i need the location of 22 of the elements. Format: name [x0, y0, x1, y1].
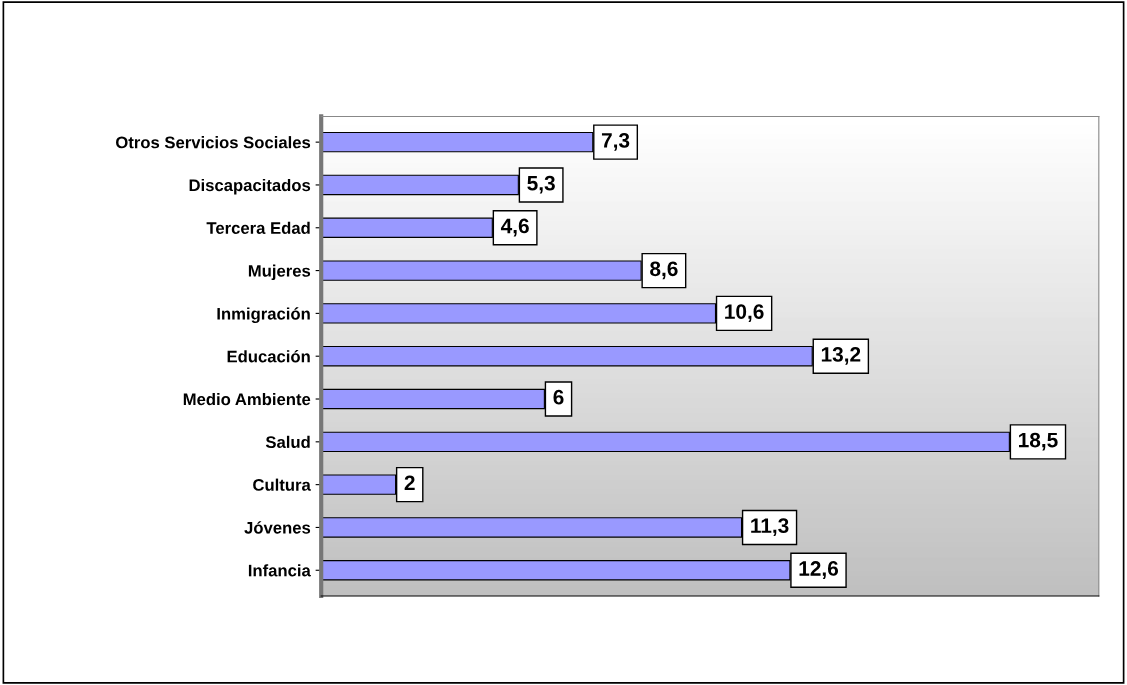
y-tick-label: Mujeres [248, 264, 311, 281]
data-label: 10,6 [725, 304, 764, 322]
y-tick-label: Jóvenes [244, 521, 311, 534]
y-tick-label: Discapacitados [189, 178, 311, 195]
data-label: 11,3 [751, 518, 789, 537]
data-label: 13,2 [821, 347, 861, 365]
data-label: 5,3 [527, 175, 555, 194]
data-label: 4,6 [500, 218, 529, 237]
data-label: 2 [404, 475, 415, 491]
y-tick-label: Medio Ambiente [183, 392, 311, 406]
data-label: 7,3 [601, 132, 630, 151]
y-tick-label: Otros Servicios Sociales [116, 136, 311, 149]
data-label: 8,6 [650, 261, 678, 280]
y-tick-label: Cultura [253, 478, 311, 491]
y-tick-label: Educación [227, 350, 310, 363]
y-tick-label: Tercera Edad [206, 221, 310, 234]
data-label: 6 [553, 389, 564, 405]
data-label: 12,6 [799, 561, 839, 579]
y-tick-label: Infancia [248, 564, 311, 577]
data-label: 18,5 [1019, 432, 1058, 451]
y-tick-label: Inmigración [217, 307, 310, 324]
y-tick-label: Salud [265, 435, 310, 449]
